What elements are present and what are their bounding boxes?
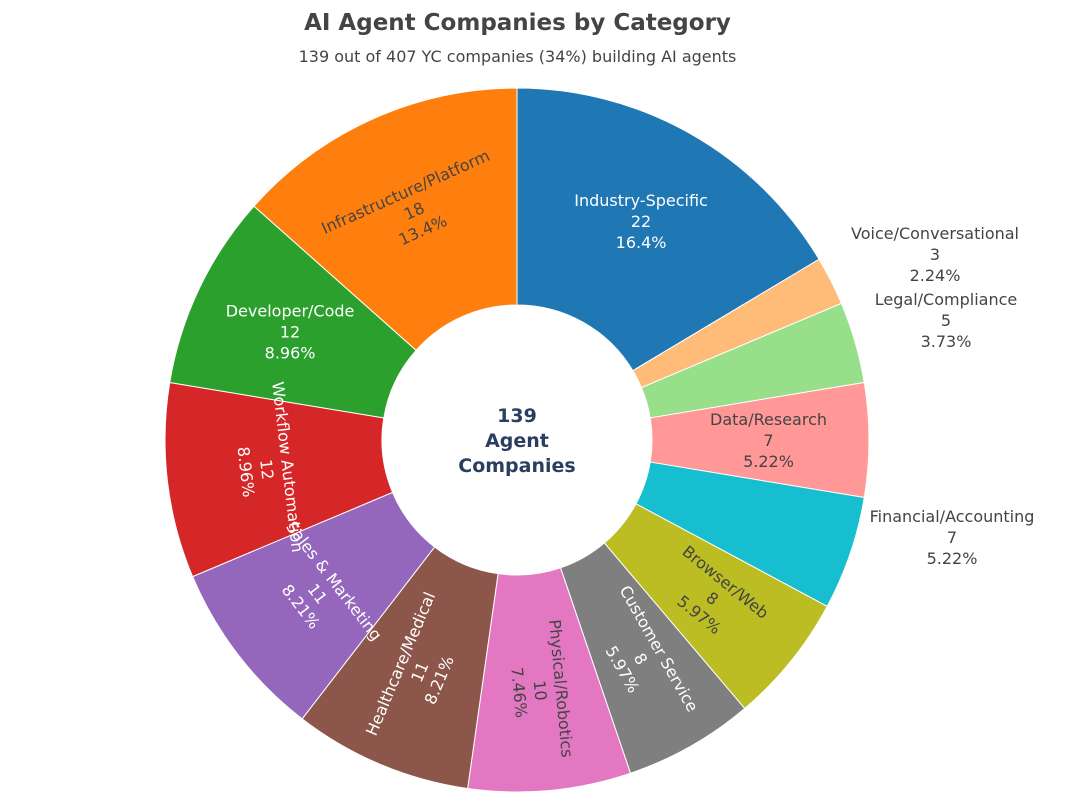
center-label: 139 Agent Companies (458, 405, 575, 477)
slice-workflow-automation[interactable] (164, 381, 394, 578)
slice-developer-code[interactable] (169, 205, 417, 419)
center-text-line: Agent (485, 430, 549, 452)
slices-layer (164, 87, 870, 793)
chart-subtitle: 139 out of 407 YC companies (34%) buildi… (298, 47, 737, 66)
slice-industry-specific[interactable] (516, 87, 820, 372)
slice-infrastructure-platform[interactable] (253, 87, 518, 352)
center-text-line: Companies (458, 455, 575, 477)
center-text-line: 139 (497, 405, 537, 427)
slice-label-voice-conversational: Voice/Conversational 3 2.24% (851, 224, 1019, 285)
slice-label-financial-accounting: Financial/Accounting 7 5.22% (870, 507, 1035, 568)
chart-title: AI Agent Companies by Category (304, 10, 731, 36)
slice-label-legal-compliance: Legal/Compliance 5 3.73% (875, 290, 1017, 351)
center-text: 139 Agent Companies (458, 405, 575, 477)
slice-label-industry-specific: Industry-Specific 22 16.4% (574, 191, 708, 252)
slice-label-data-research: Data/Research 7 5.22% (710, 410, 827, 471)
slice-label-developer-code: Developer/Code 12 8.96% (226, 302, 355, 363)
